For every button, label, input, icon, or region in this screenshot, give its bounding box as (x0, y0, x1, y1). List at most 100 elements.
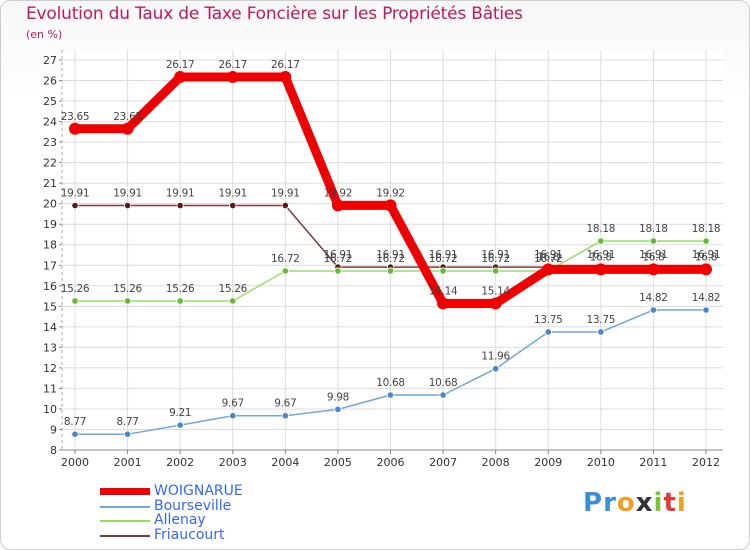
data-label-allenay: 18.18 (587, 223, 616, 235)
data-point-bourseville (281, 412, 289, 420)
data-label-woignarue: 16.8 (537, 251, 559, 263)
x-tick-label: 2002 (166, 456, 194, 469)
logo-letter: i (676, 488, 687, 518)
data-point-bourseville (702, 306, 710, 314)
data-label-bourseville: 10.68 (429, 377, 458, 389)
data-point-woignarue (279, 71, 292, 84)
data-point-allenay (649, 237, 658, 245)
data-point-woignarue (700, 263, 712, 276)
x-tick-label: 2004 (271, 456, 299, 469)
x-tick-label: 2010 (587, 456, 615, 469)
data-label-bourseville: 11.96 (481, 351, 510, 363)
data-point-bourseville (597, 328, 605, 336)
data-point-woignarue (542, 263, 555, 276)
data-point-woignarue (489, 297, 502, 310)
data-label-allenay: 16.72 (324, 253, 353, 265)
data-label-friaucourt: 19.91 (271, 188, 300, 200)
data-point-allenay (492, 267, 500, 275)
chart-legend: WOIGNARUE Bourseville Allenay Friaucourt (100, 484, 243, 542)
data-point-bourseville (386, 391, 395, 399)
y-tick-label: 21 (43, 177, 57, 190)
y-tick-label: 23 (43, 136, 57, 149)
data-label-friaucourt: 19.91 (166, 188, 195, 200)
data-point-bourseville (176, 421, 184, 429)
data-label-allenay: 15.26 (166, 283, 195, 295)
x-tick-label: 2008 (482, 456, 510, 469)
y-tick-label: 8 (50, 444, 57, 457)
data-label-allenay: 18.18 (639, 223, 668, 235)
data-point-allenay (702, 237, 710, 245)
data-label-friaucourt: 16.91 (692, 249, 721, 261)
legend-swatch (100, 520, 150, 522)
data-label-woignarue: 16.8 (590, 251, 612, 263)
y-tick-label: 14 (43, 321, 57, 334)
data-label-friaucourt: 16.91 (587, 249, 616, 261)
logo-letter: r (603, 488, 617, 518)
data-point-woignarue (226, 71, 239, 84)
data-label-woignarue: 19.92 (376, 187, 405, 199)
data-label-woignarue: 26.17 (271, 59, 300, 71)
data-point-allenay (281, 267, 289, 275)
y-tick-label: 11 (43, 382, 57, 395)
data-label-allenay: 16.72 (481, 253, 510, 265)
data-point-allenay (597, 237, 605, 245)
data-point-bourseville (71, 430, 79, 438)
legend-swatch (100, 488, 150, 495)
y-tick-label: 25 (43, 95, 57, 108)
legend-label: Friaucourt (154, 526, 225, 543)
logo-letter: i (653, 488, 664, 518)
y-tick-label: 19 (43, 218, 57, 231)
x-tick-label: 2001 (114, 456, 142, 469)
data-label-bourseville: 9.67 (274, 398, 296, 410)
data-label-bourseville: 13.75 (587, 314, 616, 326)
data-point-woignarue (384, 199, 397, 212)
data-point-woignarue (69, 122, 81, 135)
data-point-woignarue (121, 122, 134, 135)
data-label-woignarue: 23.65 (113, 111, 142, 123)
data-label-woignarue: 26.17 (218, 59, 247, 71)
logo-letter: x (635, 488, 654, 518)
data-label-allenay: 16.72 (429, 253, 458, 265)
data-label-bourseville: 9.67 (222, 398, 244, 410)
data-label-woignarue: 23.65 (61, 111, 90, 123)
data-label-woignarue: 26.17 (166, 59, 195, 71)
legend-item: Allenay (100, 513, 243, 528)
data-point-friaucourt (281, 201, 289, 210)
data-point-friaucourt (229, 201, 237, 210)
x-tick-label: 2005 (324, 456, 352, 469)
legend-swatch (100, 534, 150, 537)
y-tick-label: 24 (43, 116, 57, 129)
data-label-allenay: 16.72 (271, 253, 300, 265)
x-tick-label: 2009 (534, 456, 562, 469)
data-point-bourseville (492, 365, 500, 373)
data-label-bourseville: 14.82 (639, 292, 668, 304)
data-point-bourseville (649, 306, 658, 314)
data-point-bourseville (229, 412, 237, 420)
data-label-friaucourt: 16.91 (481, 249, 510, 261)
data-point-allenay (71, 297, 79, 305)
data-point-allenay (123, 297, 132, 305)
data-point-bourseville (123, 430, 132, 438)
data-label-woignarue: 16.8 (695, 251, 717, 263)
logo-letter: o (616, 488, 636, 518)
x-tick-label: 2011 (639, 456, 667, 469)
y-tick-label: 13 (43, 341, 57, 354)
data-point-allenay (229, 297, 237, 305)
data-label-bourseville: 10.68 (376, 377, 405, 389)
x-tick-label: 2006 (377, 456, 405, 469)
data-point-woignarue (647, 263, 660, 276)
data-point-allenay (334, 267, 342, 275)
x-tick-label: 2000 (61, 456, 89, 469)
data-label-friaucourt: 16.91 (324, 249, 353, 261)
y-tick-label: 17 (43, 259, 57, 272)
data-label-bourseville: 8.77 (116, 416, 138, 428)
data-label-allenay: 15.26 (61, 283, 90, 295)
data-point-bourseville (544, 328, 552, 336)
legend-item: WOIGNARUE (100, 484, 243, 499)
data-point-friaucourt (123, 201, 132, 210)
proxiti-logo: Proxiti (583, 488, 687, 518)
y-tick-label: 10 (43, 403, 57, 416)
logo-letter: t (663, 488, 677, 518)
y-tick-label: 12 (43, 362, 57, 375)
